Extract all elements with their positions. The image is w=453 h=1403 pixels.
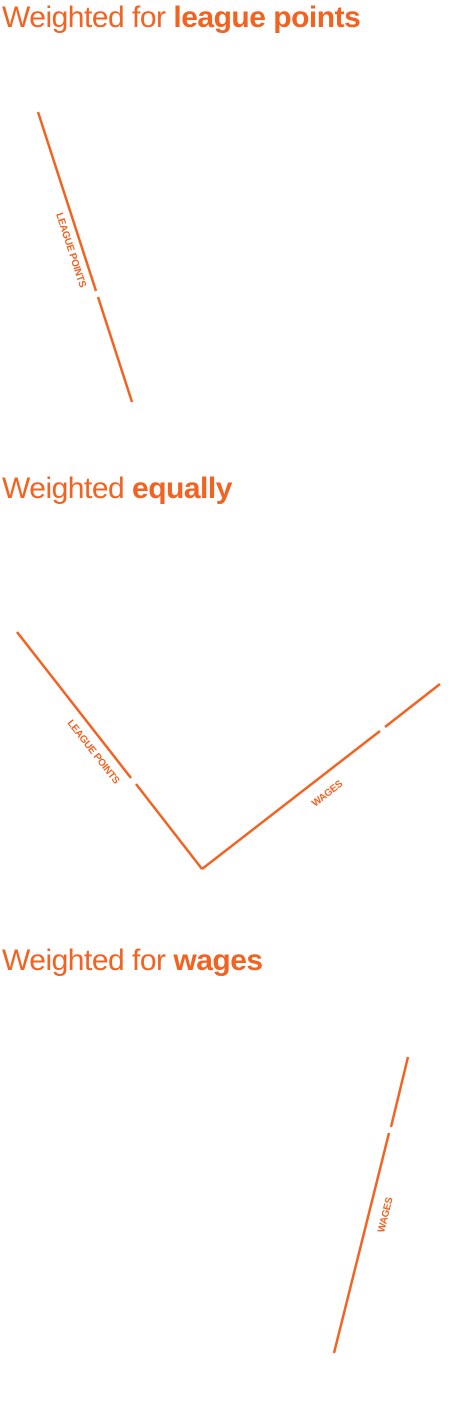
title-emphasis: equally (132, 472, 232, 505)
axis-label-wages: WAGES (376, 1196, 395, 1234)
league-points-line-segment (16, 631, 132, 779)
panel-title: Weighted equally (2, 471, 232, 507)
panel-wages: Weighted for wages WAGES (0, 943, 453, 1373)
axis-label-wages: WAGES (310, 778, 345, 809)
panel-league-points: Weighted for league points LEAGUE POINTS (0, 0, 453, 420)
title-emphasis: league points (173, 1, 361, 34)
title-prefix: Weighted for (2, 944, 174, 977)
equal-weight-diagram: LEAGUE POINTS WAGES (16, 631, 441, 870)
title-prefix: Weighted (2, 472, 133, 505)
wages-diagram: WAGES (332, 1056, 410, 1354)
wages-line-segment (384, 683, 441, 728)
wages-line-segment (201, 730, 381, 870)
league-points-line-segment (36, 111, 98, 292)
wages-line-segment (332, 1132, 391, 1354)
title-emphasis: wages (173, 944, 263, 977)
league-points-line-segment (135, 783, 203, 870)
league-points-diagram: LEAGUE POINTS (36, 111, 134, 403)
league-points-line-segment (96, 296, 134, 403)
title-prefix: Weighted for (2, 1, 174, 34)
wages-line-segment (389, 1056, 410, 1128)
panel-title: Weighted for wages (2, 943, 263, 979)
panel-title: Weighted for league points (2, 0, 361, 36)
panel-equally: Weighted equally LEAGUE POINTS WAGES (0, 471, 453, 891)
